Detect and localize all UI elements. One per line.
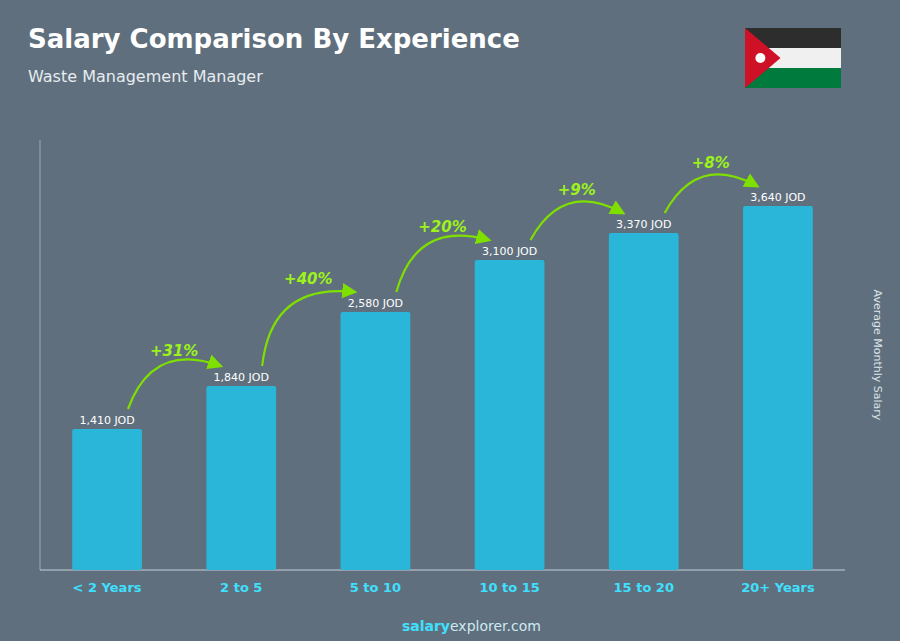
bar <box>206 386 276 570</box>
annotation: +31% <box>150 342 198 360</box>
y-axis-line <box>40 140 41 570</box>
data-label: 1,840 JOD <box>214 371 269 384</box>
growth-arrow <box>396 236 488 292</box>
annotation: +9% <box>558 181 596 199</box>
data-label: 2,580 JOD <box>348 297 403 310</box>
growth-arrow <box>128 359 220 409</box>
annotation: +40% <box>284 270 332 288</box>
bar <box>72 429 142 570</box>
chart: Salary Comparison By Experience Waste Man… <box>0 0 900 641</box>
growth-arrow <box>665 174 757 213</box>
background <box>0 0 900 641</box>
x-tick-label: < 2 Years <box>73 580 142 595</box>
footer: salary <box>402 618 450 634</box>
subtitle: Waste Management Manager <box>28 67 263 86</box>
x-tick-label: 20+ Years <box>741 580 815 595</box>
x-tick-label: 5 to 10 <box>350 580 401 595</box>
x-axis-line <box>40 570 845 571</box>
bar <box>743 206 813 570</box>
bar <box>341 312 411 570</box>
data-label: 3,640 JOD <box>750 191 805 204</box>
y-axis-label: Average Monthly Salary <box>871 290 884 421</box>
bar <box>609 233 679 570</box>
footer: explorer.com <box>450 618 541 634</box>
bar <box>475 260 545 570</box>
x-tick-label: 15 to 20 <box>614 580 674 595</box>
data-label: 1,410 JOD <box>79 414 134 427</box>
title: Salary Comparison By Experience <box>28 24 520 54</box>
x-tick-label: 2 to 5 <box>220 580 262 595</box>
annotation: +20% <box>418 218 466 236</box>
growth-arrow <box>262 291 354 366</box>
x-tick-label: 10 to 15 <box>479 580 539 595</box>
flag <box>745 28 841 88</box>
data-label: 3,370 JOD <box>616 218 671 231</box>
chart-container: Salary Comparison By Experience Waste Man… <box>0 0 900 641</box>
data-label: 3,100 JOD <box>482 245 537 258</box>
annotation: +8% <box>692 154 730 172</box>
growth-arrow <box>531 201 623 240</box>
bars <box>72 206 813 570</box>
